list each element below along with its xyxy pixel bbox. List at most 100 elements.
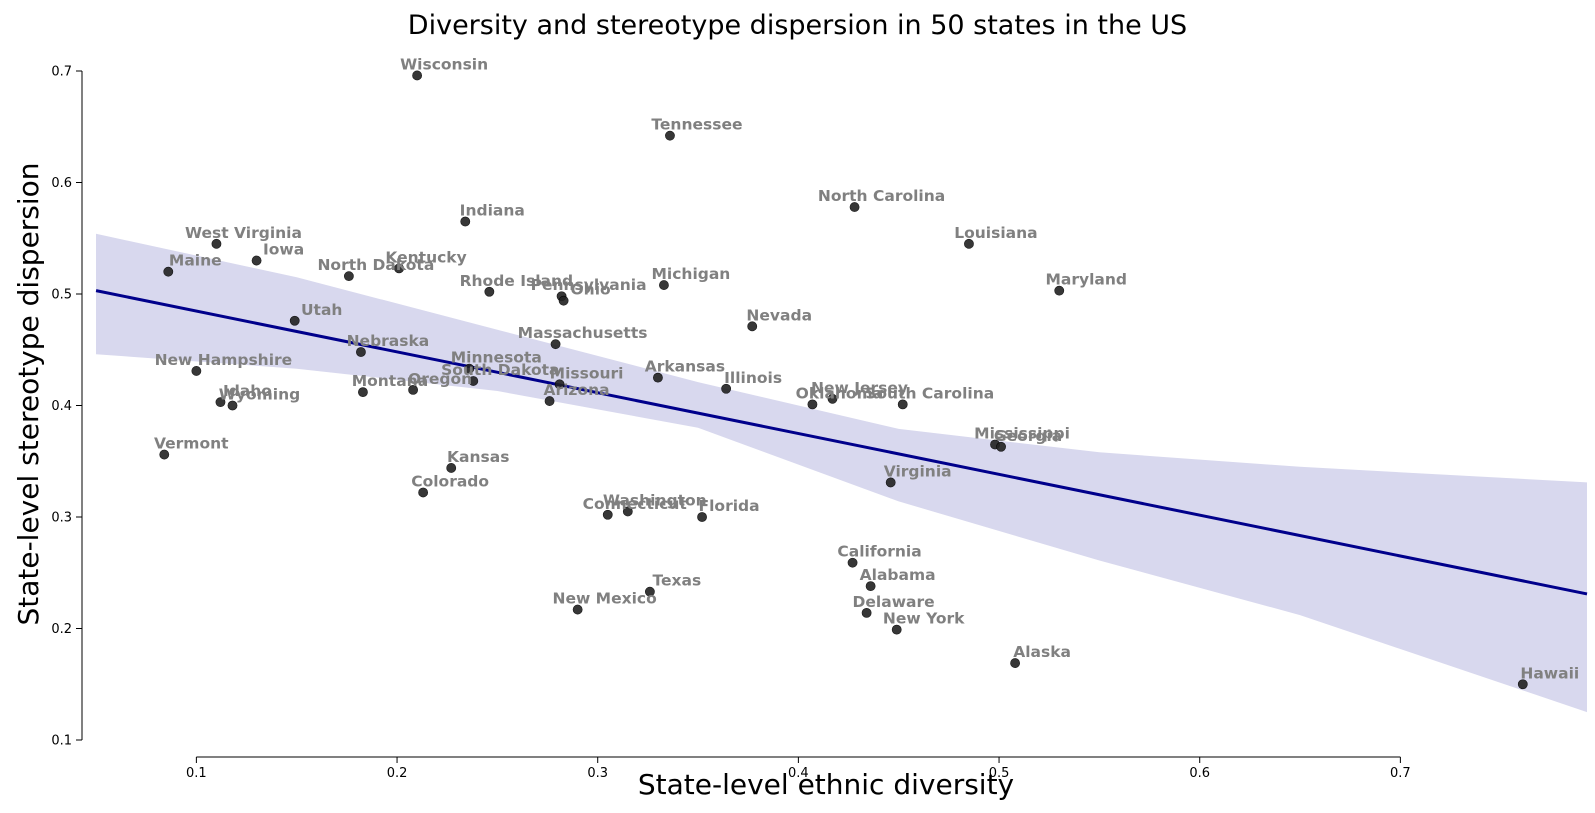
state-label-wyoming: Wyoming (219, 386, 300, 404)
state-label-indiana: Indiana (460, 202, 525, 220)
y-tick-label: 0.4 (51, 399, 72, 414)
data-point-hawaii (1517, 679, 1528, 690)
data-point-south-dakota (468, 376, 479, 386)
state-label-massachusetts: Massachusetts (518, 324, 648, 342)
x-tick-label: 0.5 (989, 766, 1010, 781)
state-label-vermont: Vermont (154, 435, 229, 453)
state-label-connecticut: Connecticut (583, 495, 688, 513)
y-tick-label: 0.2 (51, 622, 72, 637)
data-point-massachusetts (550, 339, 561, 350)
x-tick-label: 0.6 (1189, 766, 1210, 781)
state-label-nevada: Nevada (746, 306, 812, 324)
data-point-indiana (460, 216, 471, 227)
state-label-ohio: Ohio (571, 281, 611, 299)
state-labels: Wisconsin Tennessee North Carolina Indiana W… (154, 55, 1579, 682)
data-point-maryland (1054, 285, 1065, 296)
data-point-new-jersey (827, 393, 838, 404)
data-point-iowa (251, 255, 262, 266)
state-label-maine: Maine (169, 252, 222, 270)
state-label-north-dakota: North Dakota (317, 256, 434, 274)
x-tick-label: 0.1 (186, 766, 207, 781)
state-label-illinois: Illinois (724, 369, 782, 387)
state-label-delaware: Delaware (853, 593, 935, 611)
state-label-georgia: Georgia (994, 427, 1062, 445)
state-label-california: California (837, 543, 921, 561)
state-label-new-mexico: New Mexico (552, 590, 656, 608)
data-point-illinois (721, 383, 732, 394)
state-label-south-dakota: South Dakota (441, 361, 559, 379)
y-tick-label: 0.7 (51, 65, 72, 80)
state-label-kentucky: Kentucky (385, 248, 466, 266)
state-label-michigan: Michigan (651, 265, 730, 283)
data-point-new-york (891, 624, 902, 635)
state-label-virginia: Virginia (884, 462, 952, 480)
data-point-colorado (418, 487, 429, 498)
state-label-oregon: Oregon (408, 370, 472, 388)
data-point-tennessee (665, 130, 675, 141)
data-point-washington (622, 506, 633, 517)
state-label-maryland: Maryland (1045, 271, 1127, 289)
state-label-kansas: Kansas (447, 448, 509, 466)
x-tick-label: 0.7 (1390, 766, 1411, 781)
state-label-nebraska: Nebraska (347, 332, 430, 350)
state-label-washington: Washington (603, 491, 707, 509)
x-ticks: 0.1 0.2 0.3 0.4 0.5 0.6 0.7 (186, 757, 1411, 781)
data-point-arizona (544, 396, 555, 406)
state-label-arkansas: Arkansas (645, 358, 725, 376)
data-point-montana (358, 387, 368, 398)
data-point-minnesota (464, 363, 475, 374)
data-point-kentucky (394, 263, 404, 274)
x-tick-label: 0.4 (788, 766, 809, 781)
axes: 0.1 0.2 0.3 0.4 0.5 0.6 0.7 0.1 0.2 0.3 0.4 0.5 0.6… (51, 65, 1410, 782)
state-label-wisconsin: Wisconsin (400, 55, 488, 73)
data-point-virginia (885, 477, 896, 488)
data-point-new-hampshire (191, 366, 202, 376)
data-point-idaho (215, 397, 226, 408)
regression-line (95, 289, 1588, 596)
state-label-tennessee: Tennessee (651, 116, 742, 134)
data-point-texas (644, 586, 655, 597)
state-label-utah: Utah (301, 301, 343, 319)
data-point-georgia (996, 441, 1006, 452)
data-point-ohio (558, 295, 569, 306)
data-points (159, 70, 1528, 690)
data-point-maine (163, 266, 174, 277)
state-label-alaska: Alaska (1013, 643, 1071, 661)
data-point-california (847, 557, 858, 568)
x-tick-label: 0.2 (387, 766, 408, 781)
data-point-new-mexico (572, 604, 583, 615)
data-point-north-carolina (849, 202, 860, 212)
data-point-delaware (861, 607, 872, 618)
state-label-west-virginia: West Virginia (185, 224, 302, 242)
data-point-nebraska (356, 347, 366, 357)
y-ticks: 0.1 0.2 0.3 0.4 0.5 0.6 0.7 (51, 65, 82, 749)
data-point-kansas (446, 463, 457, 473)
data-point-west-virginia (211, 238, 222, 249)
data-point-utah (289, 315, 300, 326)
state-label-north-carolina: North Carolina (818, 187, 945, 205)
state-label-colorado: Colorado (411, 472, 489, 490)
data-point-vermont (159, 449, 170, 460)
data-point-oklahoma (807, 399, 818, 410)
state-label-oklahoma: Oklahoma (796, 384, 884, 402)
data-point-florida (697, 512, 707, 522)
state-label-montana: Montana (352, 372, 428, 390)
state-label-hawaii: Hawaii (1520, 664, 1579, 682)
state-label-texas: Texas (653, 572, 702, 590)
data-point-rhode-island (484, 286, 495, 297)
data-point-wyoming (227, 400, 238, 411)
state-label-missouri: Missouri (550, 364, 624, 382)
state-label-iowa: Iowa (263, 241, 304, 259)
state-label-mississippi: Mississippi (974, 425, 1070, 443)
state-label-rhode-island: Rhode Island (460, 272, 574, 290)
state-label-pennsylvania: Pennsylvania (531, 276, 647, 294)
data-point-south-carolina (897, 399, 908, 410)
data-point-michigan (659, 280, 669, 290)
y-axis-label: State-level stereotype dispersion (12, 162, 45, 625)
y-tick-label: 0.6 (51, 176, 72, 191)
state-label-alabama: Alabama (860, 566, 936, 584)
data-point-alaska (1010, 658, 1020, 668)
x-tick-label: 0.3 (587, 766, 608, 781)
state-label-new-jersey: New Jersey (811, 379, 908, 397)
